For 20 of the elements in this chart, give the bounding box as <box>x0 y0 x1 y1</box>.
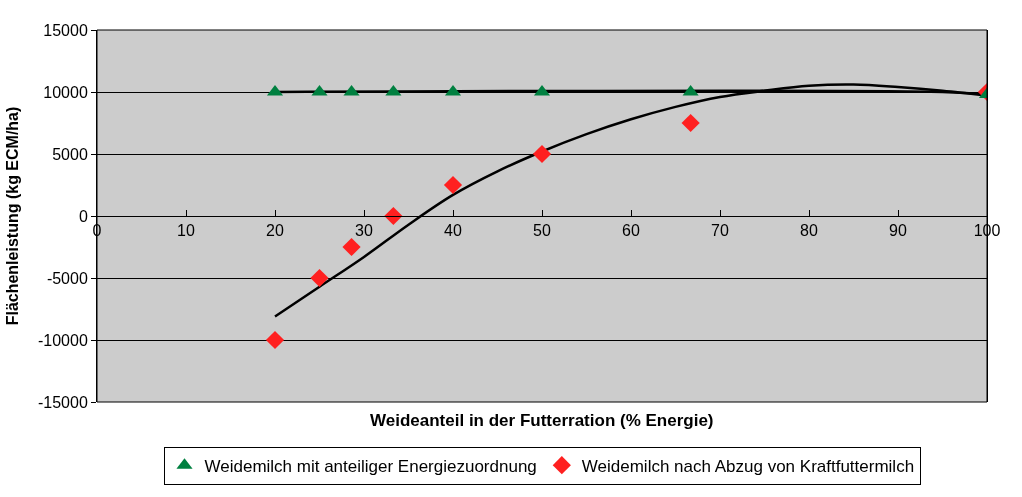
y-tick-label: 15000 <box>43 21 88 39</box>
y-tick-label: -10000 <box>37 331 88 349</box>
y-tick-label: 0 <box>78 207 88 225</box>
x-tick-label: 40 <box>444 222 462 240</box>
x-tick-label: 50 <box>533 222 551 240</box>
x-tick-label: 80 <box>800 222 818 240</box>
y-tick-label: 5000 <box>52 145 88 163</box>
y-tick-label: 10000 <box>43 83 88 101</box>
y-axis-title: Flächenleistung (kg ECM/ha) <box>3 106 21 326</box>
y-tick-label: -5000 <box>46 269 88 287</box>
y-tick-label: -15000 <box>37 393 88 411</box>
x-tick-label: 90 <box>889 222 907 240</box>
x-tick-label: 20 <box>266 222 284 240</box>
x-tick-label: 30 <box>355 222 373 240</box>
x-tick-label: 60 <box>622 222 640 240</box>
x-axis-title: Weideanteil in der Futterration (% Energie) <box>370 411 714 430</box>
legend-label: Weidemilch nach Abzug von Kraftfuttermilch <box>581 456 915 476</box>
x-tick-label: 70 <box>711 222 729 240</box>
x-tick-label: 10 <box>177 222 195 240</box>
legend-label: Weidemilch mit anteiliger Energiezuordnung <box>204 456 537 476</box>
